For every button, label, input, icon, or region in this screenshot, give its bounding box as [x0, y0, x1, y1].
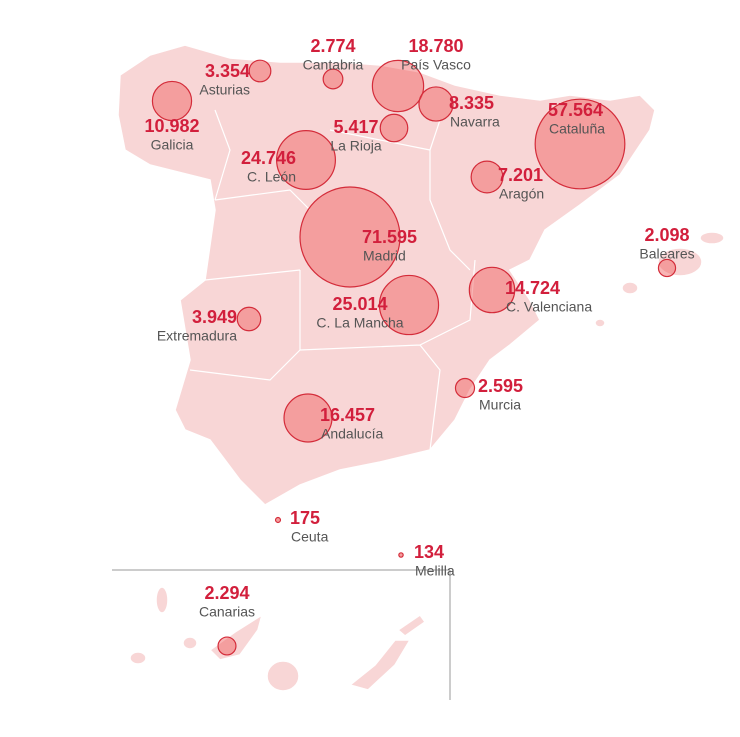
- bubble: [217, 636, 237, 656]
- region-name: Galicia: [151, 137, 194, 153]
- value-label: 3.949: [192, 307, 237, 327]
- region-name: Murcia: [479, 397, 521, 413]
- bubble: [274, 516, 282, 524]
- value-label: 24.746: [241, 148, 296, 168]
- value-label: 2.774: [310, 36, 355, 56]
- bubble: [299, 186, 401, 288]
- value-label: 175: [290, 508, 320, 528]
- value-label: 71.595: [362, 227, 417, 247]
- inset-frame: [112, 569, 451, 700]
- bubble: [371, 59, 425, 113]
- region-name: C. La Mancha: [316, 315, 403, 331]
- value-label: 2.294: [204, 583, 249, 603]
- region-name: Baleares: [639, 246, 694, 262]
- region-name: Asturias: [199, 82, 250, 98]
- value-label: 14.724: [505, 278, 560, 298]
- value-label: 134: [414, 542, 444, 562]
- value-label: 25.014: [332, 294, 387, 314]
- bubble: [276, 130, 336, 190]
- value-label: 10.982: [144, 116, 199, 136]
- value-label: 57.564: [548, 100, 603, 120]
- region-name: Ceuta: [291, 529, 329, 545]
- value-label: 2.098: [644, 225, 689, 245]
- value-label: 8.335: [449, 93, 494, 113]
- bubble: [283, 393, 333, 443]
- bubble: [248, 59, 272, 83]
- bubble: [378, 274, 440, 336]
- value-label: 5.417: [333, 117, 378, 137]
- bubble: [236, 306, 262, 332]
- region-name: País Vasco: [401, 57, 471, 73]
- region-name: Andalucía: [321, 426, 383, 442]
- region-name: Canarias: [199, 604, 255, 620]
- bubble: [470, 160, 504, 194]
- bubble: [398, 552, 404, 558]
- bubble: [657, 258, 677, 278]
- value-label: 16.457: [320, 405, 375, 425]
- value-label: 3.354: [205, 61, 250, 81]
- bubble: [534, 98, 626, 190]
- bubble: [379, 113, 409, 143]
- bubble: [454, 377, 476, 399]
- bubble: [322, 68, 344, 90]
- region-name: Cataluña: [549, 121, 605, 137]
- region-name: C. León: [247, 169, 296, 185]
- bubble: [418, 86, 454, 122]
- region-name: La Rioja: [330, 138, 382, 154]
- region-name: Cantabria: [303, 57, 364, 73]
- value-label: 18.780: [408, 36, 463, 56]
- land: [117, 44, 725, 692]
- region-name: Aragón: [499, 186, 544, 202]
- region-name: Melilla: [415, 563, 455, 579]
- region-name: C. Valenciana: [506, 299, 592, 315]
- value-label: 7.201: [498, 165, 543, 185]
- region-name: Extremadura: [157, 328, 237, 344]
- value-label: 2.595: [478, 376, 523, 396]
- bubble: [468, 266, 516, 314]
- region-name: Navarra: [450, 114, 500, 130]
- bubble: [151, 80, 193, 122]
- region-name: Madrid: [363, 248, 406, 264]
